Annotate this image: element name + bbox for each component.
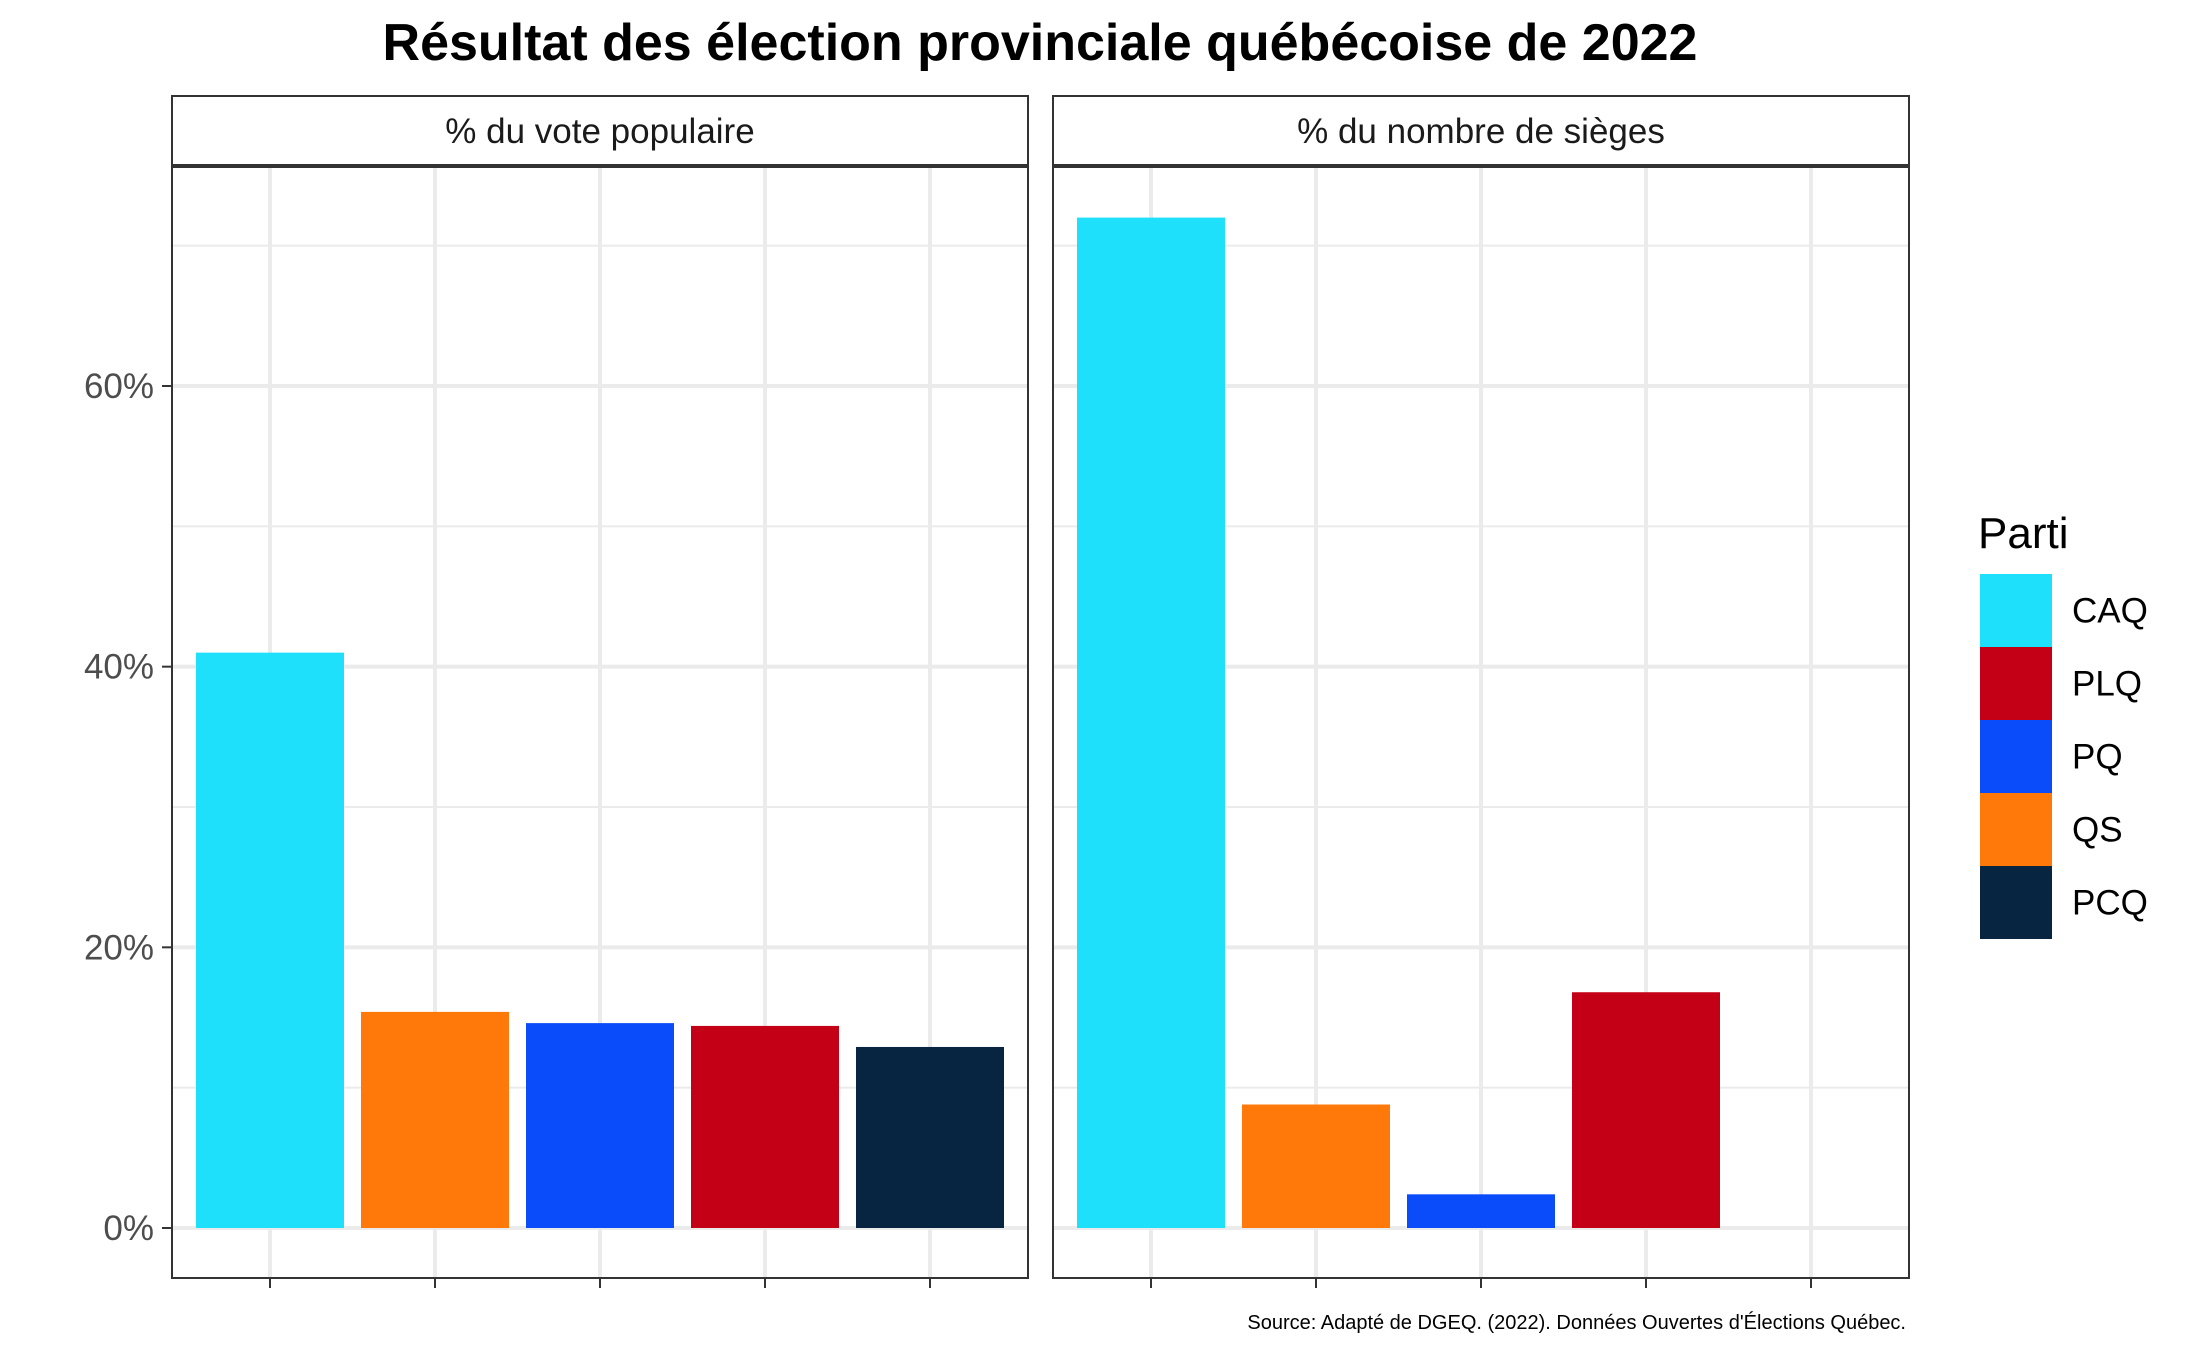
legend-key-qs	[1980, 793, 2052, 866]
legend-label-pcq: PCQ	[2072, 884, 2148, 923]
y-tick-label: 0%	[103, 1209, 154, 1248]
bar-caq	[1077, 217, 1225, 1229]
legend-key-pq	[1980, 720, 2052, 793]
legend-key-pcq	[1980, 866, 2052, 939]
legend-label-plq: PLQ	[2072, 665, 2142, 704]
bar-plq	[691, 1025, 839, 1228]
bar-pq	[1407, 1194, 1555, 1228]
legend-label-pq: PQ	[2072, 738, 2123, 777]
panel-border	[171, 95, 1029, 1279]
facet-strip	[1052, 95, 1910, 167]
y-tick-label: 40%	[84, 648, 154, 687]
bar-caq	[196, 652, 344, 1228]
bar-qs	[361, 1011, 509, 1228]
facet-strip-label: % du nombre de sièges	[1297, 112, 1665, 151]
source-caption: Source: Adapté de DGEQ. (2022). Données …	[1247, 1311, 1906, 1334]
legend-key-plq	[1980, 647, 2052, 720]
facet-strip-label: % du vote populaire	[445, 112, 754, 151]
y-tick-label: 20%	[84, 928, 154, 967]
legend-key-caq	[1980, 574, 2052, 647]
facet-panel-1: % du vote populaire	[171, 95, 1029, 1288]
bar-pq	[526, 1023, 674, 1228]
legend-label-qs: QS	[2072, 811, 2123, 850]
y-tick-label: 60%	[84, 367, 154, 406]
bar-qs	[1242, 1104, 1390, 1228]
panel-border	[1052, 95, 1910, 1279]
legend-label-caq: CAQ	[2072, 592, 2148, 631]
legend-title: Parti	[1978, 509, 2068, 558]
panels-layer: % du vote populaire % du nombre de sièges	[171, 95, 1910, 1288]
bar-pcq	[856, 1046, 1004, 1228]
bar-plq	[1572, 992, 1720, 1228]
chart-title: Résultat des élection provinciale québéc…	[383, 14, 1698, 72]
facet-panel-2: % du nombre de sièges	[1052, 95, 1910, 1288]
y-axis: 0% 20% 40% 60%	[84, 367, 172, 1248]
